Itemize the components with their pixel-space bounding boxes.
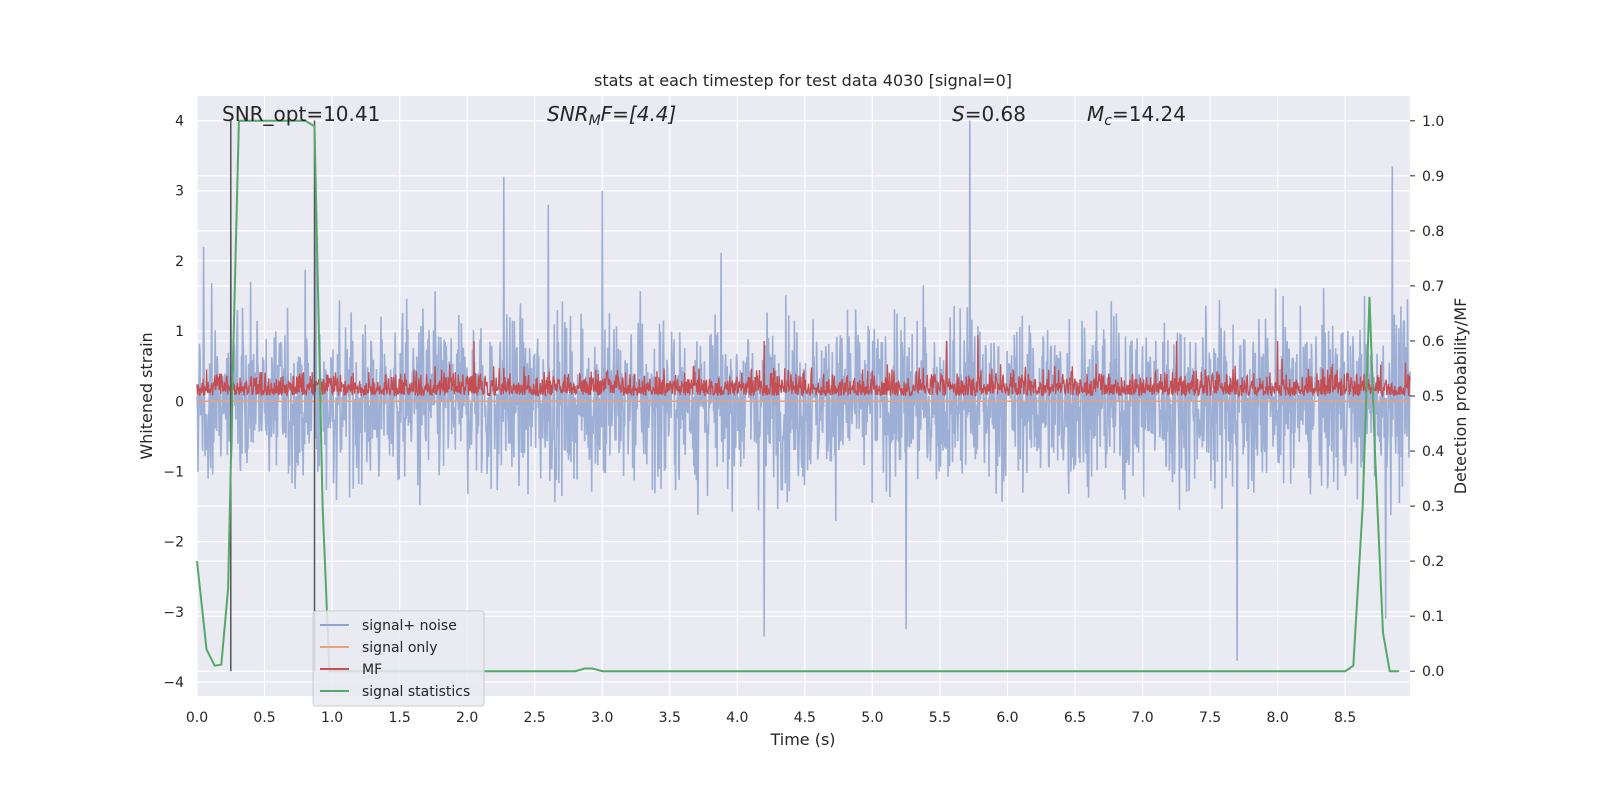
x-tick-labels: 0.0 0.5 1.0 1.5 2.0 2.5 3.0 3.5 4.0 4.5 5.0 5.5 6.0 6… [186, 710, 1356, 726]
y-right-tick-label: 0.1 [1422, 609, 1444, 625]
y-right-tick-labels: 1.0 0.9 0.8 0.7 0.6 0.5 0.4 0.3 0.2 0.1 0.0 [1410, 114, 1444, 680]
chart-title: stats at each timestep for test data 403… [594, 71, 1012, 90]
series-line-signal-noise [196, 120, 1411, 661]
y-tick-labels: 4 3 2 1 0 −1 −2 −3 −4 [163, 114, 184, 691]
x-tick-label: 3.0 [591, 710, 613, 726]
x-tick-label: 6.5 [1064, 710, 1086, 726]
annotation-snr-mf: SNRMF=[4.4] [547, 102, 676, 129]
x-tick-label: 0.0 [186, 710, 208, 726]
x-tick-label: 4.0 [726, 710, 748, 726]
series-mf [196, 335, 1411, 399]
x-tick-label: 1.0 [321, 710, 343, 726]
vertical-markers [230, 120, 316, 672]
y-right-tick-label: 0.9 [1422, 169, 1444, 185]
x-tick-label: 5.0 [861, 710, 883, 726]
x-tick-label: 6.0 [996, 710, 1018, 726]
y-right-tick-label: 0.6 [1422, 334, 1444, 350]
y-tick-label: −2 [163, 535, 184, 551]
x-tick-label: 2.5 [524, 710, 546, 726]
legend-label-signal-only: signal only [362, 640, 437, 656]
y-right-tick-label: 0.7 [1422, 279, 1444, 295]
y-right-tick-label: 0.5 [1422, 389, 1444, 405]
annotation-s: S=0.68 [952, 102, 1026, 126]
legend-box [312, 610, 485, 707]
y-tick-label: 1 [175, 324, 184, 340]
y-right-tick-label: 1.0 [1422, 114, 1444, 130]
x-tick-label: 7.0 [1131, 710, 1153, 726]
y-axis-label: Whitened strain [137, 332, 156, 459]
x-tick-label: 1.5 [388, 710, 410, 726]
x-tick-label: 2.0 [456, 710, 478, 726]
x-tick-label: 3.5 [659, 710, 681, 726]
legend-label-signal-statistics: signal statistics [362, 684, 470, 700]
x-tick-label: 8.5 [1334, 710, 1356, 726]
y-right-tick-label: 0.4 [1422, 444, 1444, 460]
y-tick-label: 3 [175, 184, 184, 200]
y-right-axis-label: Detection probability/MF [1451, 298, 1470, 495]
series-signal-noise [196, 120, 1411, 661]
y-tick-label: −1 [163, 464, 184, 480]
x-axis-label: Time (s) [769, 730, 835, 749]
legend-label-signal-noise: signal+ noise [362, 618, 457, 634]
y-tick-label: −3 [163, 605, 184, 621]
annotation-mc: Mc=14.24 [1087, 102, 1186, 129]
y-tick-label: −4 [163, 675, 184, 691]
x-tick-label: 0.5 [253, 710, 275, 726]
legend-label-mf: MF [362, 662, 382, 678]
y-right-tick-label: 0.3 [1422, 499, 1444, 515]
annotation-snr-opt: SNR_opt=10.41 [222, 102, 380, 126]
y-right-tick-label: 0.2 [1422, 554, 1444, 570]
y-right-tick-label: 0.8 [1422, 224, 1444, 240]
x-tick-label: 7.5 [1199, 710, 1221, 726]
y-tick-label: 0 [175, 394, 184, 410]
y-tick-label: 2 [175, 254, 184, 270]
x-tick-label: 8.0 [1266, 710, 1288, 726]
x-tick-label: 5.5 [929, 710, 951, 726]
x-tick-label: 4.5 [794, 710, 816, 726]
y-right-tick-label: 0.0 [1422, 664, 1444, 680]
legend: signal+ noise signal only MF signal stat… [312, 610, 485, 707]
y-tick-label: 4 [175, 114, 184, 130]
series-line-mf [196, 335, 1411, 399]
